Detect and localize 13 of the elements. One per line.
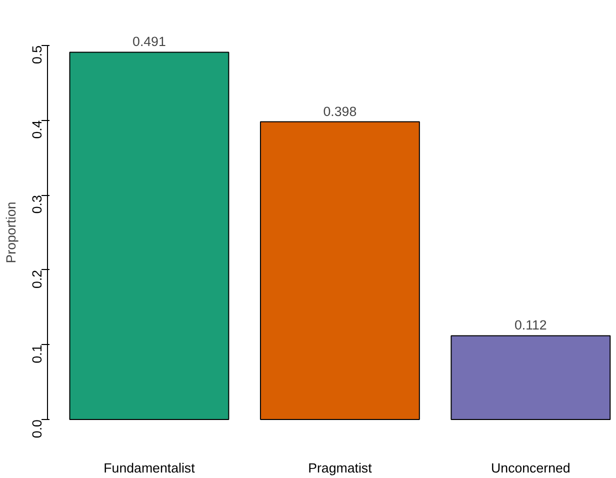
y-tick-label: 0.1 — [30, 344, 44, 364]
x-tick-label: Unconcerned — [491, 460, 570, 476]
y-axis-title: Proportion — [4, 202, 18, 264]
x-tick-label: Pragmatist — [308, 460, 372, 476]
y-tick-label: 0.5 — [30, 45, 44, 64]
data-label: 0.491 — [132, 34, 166, 50]
y-tick-label: 0.2 — [30, 270, 44, 288]
x-tick-label: Fundamentalist — [104, 460, 196, 476]
y-tick-label: 0.4 — [30, 120, 44, 139]
y-tick-label: 0.0 — [30, 420, 44, 438]
y-tick-label: 0.3 — [30, 195, 44, 214]
data-label: 0.398 — [323, 104, 357, 119]
data-label: 0.112 — [514, 318, 547, 333]
